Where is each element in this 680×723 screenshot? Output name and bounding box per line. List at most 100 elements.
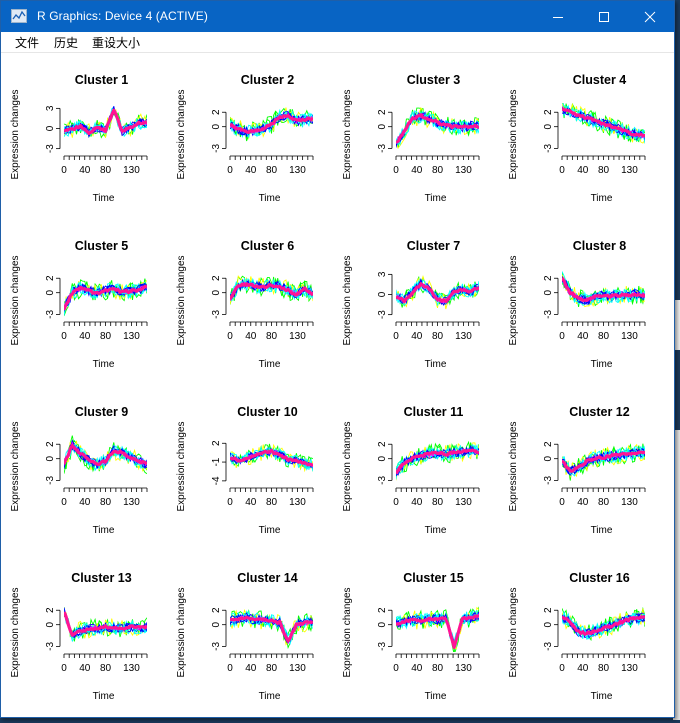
cluster-panel: Cluster 6 -3 0 2 Expression changes 0 40 80 130 T… [176, 239, 314, 370]
x-axis-label: Time [425, 193, 447, 204]
mean-series-line [396, 614, 479, 650]
mean-series-line [64, 611, 147, 637]
x-axis-label: Time [591, 525, 613, 536]
x-tick-label: 130 [455, 497, 472, 508]
cluster-plots-canvas: Cluster 1 -3 0 3 Expression changes 0 40 80 130 T… [10, 73, 646, 702]
y-axis-label: Expression changes [508, 587, 519, 677]
panel-title: Cluster 6 [241, 239, 295, 253]
series-group [230, 107, 313, 142]
y-tick-label: 2 [543, 109, 554, 115]
y-tick-label: 2 [377, 441, 388, 447]
series-line [562, 615, 645, 639]
y-tick-label: 2 [45, 607, 56, 613]
panel-title: Cluster 11 [404, 405, 464, 419]
series-line [230, 609, 313, 646]
series-group [562, 443, 645, 481]
series-group [64, 607, 147, 643]
x-tick-label: 130 [289, 497, 306, 508]
y-tick-label: 0 [543, 621, 554, 627]
minimize-button[interactable] [535, 1, 581, 32]
x-tick-label: 40 [79, 331, 91, 342]
y-axis-label: Expression changes [176, 89, 187, 179]
y-tick-label: 0 [543, 123, 554, 129]
y-tick-label: -3 [45, 310, 56, 319]
mean-series-line [562, 277, 645, 302]
series-group [64, 105, 147, 139]
x-axis-label: Time [425, 359, 447, 370]
panel-title: Cluster 3 [407, 73, 461, 87]
series-group [230, 609, 313, 650]
x-tick-label: 0 [559, 165, 565, 176]
series-group [562, 103, 645, 144]
y-tick-label: -3 [211, 144, 222, 153]
menu-history[interactable]: 历史 [54, 36, 79, 50]
menu-resize[interactable]: 重设大小 [92, 36, 141, 50]
mean-series-line [562, 107, 645, 138]
y-tick-label: -3 [543, 144, 554, 153]
y-tick-label: 2 [211, 275, 222, 281]
y-tick-label: -4 [211, 476, 222, 485]
y-axis-label: Expression changes [10, 255, 21, 345]
y-tick-label: -3 [211, 642, 222, 651]
x-axis-label: Time [591, 359, 613, 370]
y-tick-label: 2 [377, 109, 388, 115]
close-button[interactable] [627, 1, 673, 32]
panel-title: Cluster 15 [403, 571, 463, 585]
title-bar[interactable]: R Graphics: Device 4 (ACTIVE) [1, 1, 674, 32]
x-tick-label: 130 [123, 663, 140, 674]
x-axis-label: Time [93, 193, 115, 204]
x-tick-label: 40 [577, 497, 589, 508]
cluster-panel: Cluster 5 -3 0 2 Expression changes 0 40 80 130 T… [10, 239, 148, 370]
x-tick-label: 0 [227, 331, 233, 342]
maximize-button[interactable] [581, 1, 627, 32]
y-tick-label: -3 [543, 310, 554, 319]
x-tick-label: 130 [123, 331, 140, 342]
x-tick-label: 80 [598, 663, 610, 674]
cluster-panel: Cluster 16 -3 0 2 Expression changes 0 40 80 130… [508, 571, 646, 702]
series-line [562, 271, 645, 304]
y-tick-label: 0 [377, 291, 388, 297]
y-tick-label: 0 [45, 289, 56, 295]
panel-title: Cluster 2 [241, 73, 295, 87]
x-tick-label: 130 [621, 165, 638, 176]
panel-title: Cluster 4 [573, 73, 627, 87]
x-tick-label: 130 [123, 497, 140, 508]
menu-file[interactable]: 文件 [15, 36, 40, 50]
y-axis-label: Expression changes [176, 587, 187, 677]
cluster-panel: Cluster 9 -3 0 2 Expression changes 0 40 80 130 T… [10, 405, 148, 536]
series-group [396, 606, 479, 652]
mean-series-line [396, 282, 479, 304]
cluster-panel: Cluster 8 -3 0 2 Expression changes 0 40 80 130 T… [508, 239, 646, 370]
y-tick-label: 2 [211, 607, 222, 613]
cluster-panel: Cluster 12 -3 0 2 Expression changes 0 40 80 130… [508, 405, 646, 536]
x-tick-label: 130 [455, 331, 472, 342]
x-tick-label: 40 [577, 663, 589, 674]
x-tick-label: 40 [577, 331, 589, 342]
y-axis-label: Expression changes [508, 255, 519, 345]
cluster-panel: Cluster 3 -3 0 2 Expression changes 0 40 80 130 T… [342, 73, 480, 204]
cluster-panel: Cluster 7 -3 0 3 Expression changes 0 40 80 130 T… [342, 239, 480, 370]
x-tick-label: 80 [266, 331, 278, 342]
x-axis-label: Time [425, 691, 447, 702]
x-tick-label: 40 [79, 497, 91, 508]
y-tick-label: 0 [543, 455, 554, 461]
y-tick-label: 2 [543, 275, 554, 281]
mean-series-line [562, 450, 645, 473]
x-tick-label: 130 [289, 331, 306, 342]
series-group [230, 443, 313, 473]
x-tick-label: 40 [79, 165, 91, 176]
y-tick-label: -3 [377, 476, 388, 485]
cluster-panel: Cluster 15 -3 0 2 Expression changes 0 40 80 130… [342, 571, 480, 702]
x-tick-label: 80 [266, 165, 278, 176]
series-group [396, 440, 479, 481]
x-tick-label: 80 [100, 663, 112, 674]
x-tick-label: 80 [100, 165, 112, 176]
x-tick-label: 40 [411, 331, 423, 342]
x-axis-label: Time [259, 359, 281, 370]
maximize-icon [599, 11, 609, 22]
mean-series-line [396, 448, 479, 475]
series-group [396, 274, 479, 310]
y-tick-label: 2 [211, 440, 222, 446]
series-line [64, 611, 147, 639]
y-tick-label: 2 [543, 441, 554, 447]
